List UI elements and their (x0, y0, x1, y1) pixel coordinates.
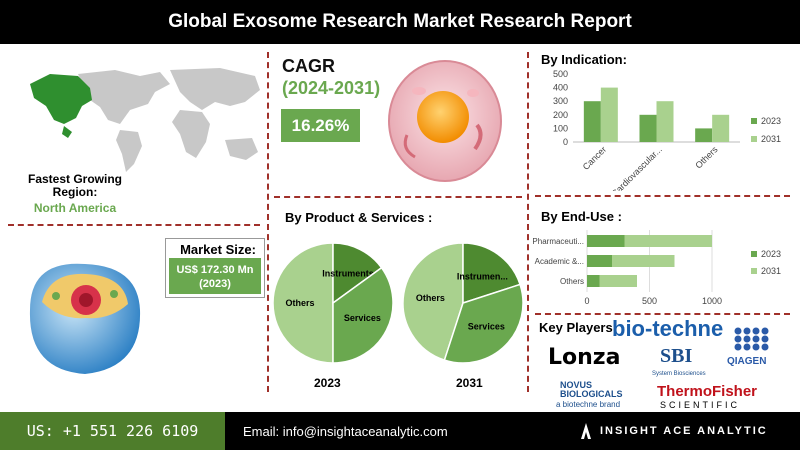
product-title: By Product & Services : (285, 210, 433, 225)
bar-2031 (712, 114, 730, 142)
market-size-value: US$ 172.30 Mn (2023) (169, 258, 261, 294)
novus-logo-sub: a biotechne brand (556, 400, 621, 409)
page-title: Global Exosome Research Market Research … (0, 0, 800, 44)
pie-2023-year: 2023 (314, 376, 341, 390)
footer-email[interactable]: Email: info@insightaceanalytic.com (243, 423, 448, 439)
pie-2031-year: 2031 (456, 376, 483, 390)
pie-2031: Others Instrumen... Services (402, 242, 524, 364)
indication-title: By Indication: (541, 52, 627, 67)
pie-slice-label: Services (468, 321, 505, 331)
divider-right (527, 52, 529, 392)
product-pies: Others Instruments Services Others Instrume… (272, 242, 524, 364)
legend-swatch (751, 136, 757, 142)
bar-2031 (656, 101, 674, 142)
fastest-growing-label: Fastest Growing Region: (27, 172, 122, 199)
market-size-frame (165, 238, 265, 298)
pie-slice-label: Instruments (322, 269, 374, 279)
brand-logo-icon (581, 423, 591, 439)
legend-label: 2031 (761, 266, 781, 276)
y-tick-label: 100 (553, 123, 568, 133)
pie-slice-label: Instrumen... (457, 271, 508, 281)
legend-label: 2023 (761, 249, 781, 259)
y-tick-label: 500 (553, 69, 568, 79)
bar-2023 (639, 114, 657, 142)
bar-2031 (599, 275, 637, 287)
category-label: Others (693, 144, 720, 171)
category-label: Academic &... (535, 257, 584, 266)
footer-phone: US: +1 551 226 6109 (0, 412, 225, 450)
sbi-logo: SBI (660, 345, 693, 367)
thermofisher-logo-sub: SCIENTIFIC (660, 400, 741, 410)
cell-3d-illustration (29, 263, 141, 374)
pie-slice-label: Services (344, 313, 381, 323)
category-label: Cardiovascular... (609, 144, 663, 191)
novus-logo: NOVUS BIOLOGICALS (560, 380, 623, 399)
footer-brand: INSIGHT ACE ANALYTIC (600, 425, 768, 437)
fastest-growing-region: North America (33, 201, 117, 215)
divider-left (267, 52, 269, 392)
legend-label: 2031 (761, 134, 781, 144)
pie-slice-label: Others (416, 293, 445, 303)
bar-2023 (583, 101, 601, 142)
pie-slice (332, 266, 394, 364)
bar-2031 (624, 235, 712, 247)
bar-2023 (587, 275, 600, 287)
legend-swatch (751, 268, 757, 274)
x-tick-label: 1000 (702, 296, 722, 306)
qiagen-logo-mark (734, 327, 769, 351)
y-tick-label: 0 (563, 137, 568, 147)
y-tick-label: 300 (553, 96, 568, 106)
cagr-period: (2024-2031) (282, 78, 381, 98)
divider-left-h (8, 224, 260, 226)
pie-slice-label: Others (285, 298, 314, 308)
pie-2023: Others Instruments Services (272, 242, 394, 364)
biotechne-logo: bio-techne (612, 316, 724, 341)
divider-mid-h (274, 196, 522, 198)
lonza-logo: Lonza (548, 345, 621, 370)
legend-label: 2023 (761, 116, 781, 126)
pie-slice (443, 283, 524, 364)
category-label: Cancer (581, 144, 609, 172)
enduse-title: By End-Use : (541, 209, 622, 224)
market-size-label: Market Size: (180, 242, 256, 257)
key-players-label: Key Players: (539, 320, 618, 335)
bar-2023 (695, 128, 713, 142)
qiagen-logo: QIAGEN (727, 356, 767, 367)
legend-swatch (751, 118, 757, 124)
world-map-image (30, 68, 260, 172)
bar-2031 (612, 255, 675, 267)
pie-slice (272, 242, 334, 364)
sbi-logo-sub: System Biosciences (652, 371, 706, 377)
enduse-chart: 0 500 1000 Pharmaceuti... Academic &... Other… (532, 230, 781, 306)
bar-2023 (587, 235, 625, 247)
thermofisher-logo: ThermoFisher (657, 383, 758, 400)
x-tick-label: 0 (584, 296, 589, 306)
category-label: Others (560, 277, 584, 286)
x-tick-label: 500 (642, 296, 657, 306)
cagr-title: CAGR (282, 56, 335, 76)
cagr-value-badge: 16.26% (281, 109, 360, 142)
indication-chart: 0 100 200 300 400 500 Cancer Cardiovascular... O… (553, 69, 781, 191)
bar-2023 (587, 255, 612, 267)
bar-2031 (600, 87, 618, 142)
legend-swatch (751, 251, 757, 257)
divider-right-h2 (535, 313, 790, 315)
y-tick-label: 200 (553, 110, 568, 120)
category-label: Pharmaceuti... (532, 237, 584, 246)
pie-slice (332, 242, 383, 305)
pie-slice (462, 242, 522, 305)
y-tick-label: 400 (553, 83, 568, 93)
pie-slice (402, 242, 464, 362)
cell-illustration (388, 60, 502, 182)
divider-right-h1 (535, 195, 790, 197)
